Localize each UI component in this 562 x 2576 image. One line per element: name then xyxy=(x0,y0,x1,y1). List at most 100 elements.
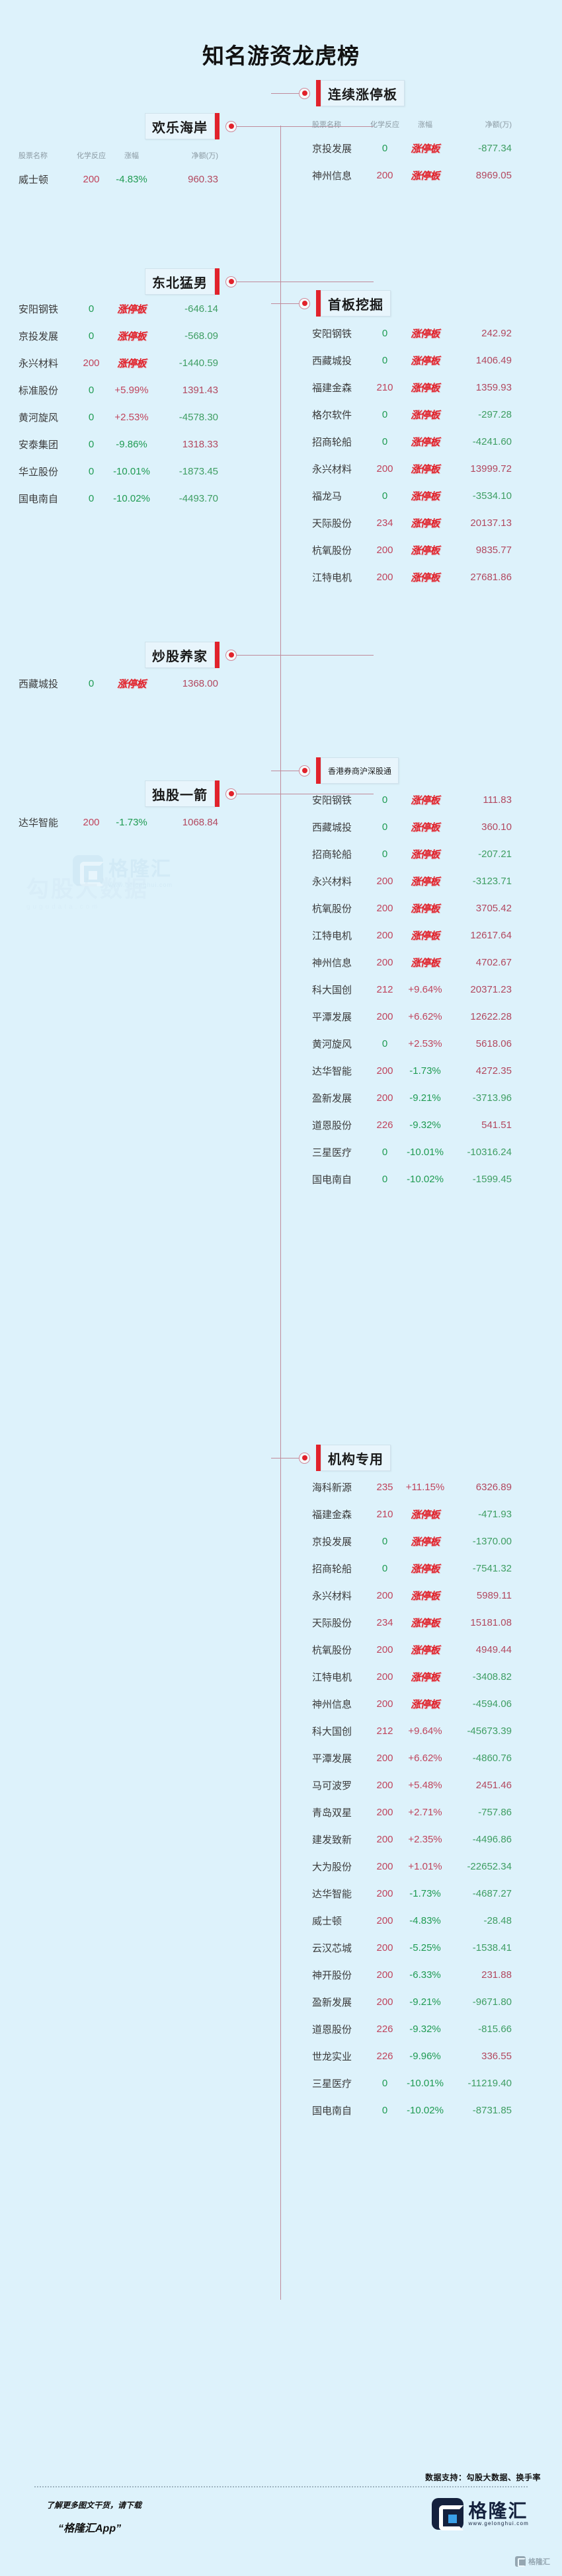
table-row[interactable]: 天际股份 234 涨停板 20137.13 xyxy=(312,515,517,531)
table-row[interactable]: 安泰集团 0 -9.86% 1318.33 xyxy=(19,436,223,453)
table-row[interactable]: 海科新源 235 +11.15% 6326.89 xyxy=(312,1479,517,1496)
table-row[interactable]: 三星医疗 0 -10.01% -10316.24 xyxy=(312,1144,517,1160)
table-row[interactable]: 盈新发展 200 -9.21% -9671.80 xyxy=(312,1994,517,2010)
table-row[interactable]: 华立股份 0 -10.01% -1873.45 xyxy=(19,463,223,480)
section-chip-连续涨停板[interactable]: 连续涨停板 xyxy=(271,79,405,107)
table-row[interactable]: 京投发展 0 涨停板 -1370.00 xyxy=(312,1533,517,1550)
cell-chem: 200 xyxy=(376,876,393,887)
table-row[interactable]: 盈新发展 200 -9.21% -3713.96 xyxy=(312,1090,517,1106)
section-chip-炒股养家[interactable]: 炒股养家 xyxy=(145,641,374,669)
cell-chem: 200 xyxy=(83,358,100,369)
cell-stock-name: 道恩股份 xyxy=(312,2024,352,2035)
table-row[interactable]: 永兴材料 200 涨停板 -3123.71 xyxy=(312,873,517,890)
table-row[interactable]: 国电南自 0 -10.02% -1599.45 xyxy=(312,1171,517,1188)
table-row[interactable]: 三星医疗 0 -10.01% -11219.40 xyxy=(312,2075,517,2092)
table-row[interactable]: 云汉芯城 200 -5.25% -1538.41 xyxy=(312,1940,517,1956)
table-row[interactable]: 永兴材料 200 涨停板 -1440.59 xyxy=(19,355,223,371)
table-row[interactable]: 达华智能 200 -1.73% 4272.35 xyxy=(312,1063,517,1079)
table-row[interactable]: 马可波罗 200 +5.48% 2451.46 xyxy=(312,1777,517,1794)
red-bar-icon xyxy=(215,642,220,668)
limit-up-badge: 涨停板 xyxy=(411,1509,440,1521)
table-row[interactable]: 京投发展 0 涨停板 -568.09 xyxy=(19,328,223,344)
section-chip-欢乐海岸[interactable]: 欢乐海岸 xyxy=(145,112,374,140)
cell-chem: 200 xyxy=(376,1915,393,1926)
cell-stock-name: 国电南自 xyxy=(312,2105,352,2117)
corner-brand-text: 格隆汇 xyxy=(528,2558,550,2566)
cell-chem: 0 xyxy=(381,1038,388,1049)
table-row[interactable]: 西藏城投 0 涨停板 1368.00 xyxy=(19,675,223,692)
section-chip-机构专用[interactable]: 机构专用 xyxy=(271,1444,391,1472)
cell-net-amount: -1873.45 xyxy=(179,466,218,477)
red-bar-icon xyxy=(215,113,220,139)
cell-net-amount: 960.33 xyxy=(188,174,218,185)
bullet-dot-icon xyxy=(225,276,237,287)
section-label-box: 欢乐海岸 xyxy=(145,113,215,139)
table-row[interactable]: 威士顿 200 -4.83% 960.33 xyxy=(19,171,223,188)
cell-net-amount: -3534.10 xyxy=(472,490,512,502)
col-header-change: 涨幅 xyxy=(124,151,139,160)
table-row[interactable]: 达华智能 200 -1.73% -4687.27 xyxy=(312,1885,517,1902)
table-row[interactable]: 神州信息 200 涨停板 8969.05 xyxy=(312,167,517,184)
section-chip-独股一箭[interactable]: 独股一箭 xyxy=(145,780,374,808)
table-row[interactable]: 安阳钢铁 0 涨停板 242.92 xyxy=(312,325,517,342)
table-row[interactable]: 天际股份 234 涨停板 15181.08 xyxy=(312,1614,517,1631)
table-row[interactable]: 杭氧股份 200 涨停板 3705.42 xyxy=(312,900,517,917)
table-row[interactable]: 大为股份 200 +1.01% -22652.34 xyxy=(312,1858,517,1875)
table-row[interactable]: 福建金森 210 涨停板 1359.93 xyxy=(312,379,517,396)
table-row[interactable]: 道恩股份 226 -9.32% -815.66 xyxy=(312,2021,517,2037)
table-row[interactable]: 科大国创 212 +9.64% -45673.39 xyxy=(312,1723,517,1739)
table-row[interactable]: 杭氧股份 200 涨停板 9835.77 xyxy=(312,542,517,558)
table-row[interactable]: 福建金森 210 涨停板 -471.93 xyxy=(312,1506,517,1523)
cell-stock-name: 招商轮船 xyxy=(312,1564,352,1575)
table-row[interactable]: 福龙马 0 涨停板 -3534.10 xyxy=(312,488,517,504)
section-chip-首板挖掘[interactable]: 首板挖掘 xyxy=(271,289,391,317)
table-row[interactable]: 永兴材料 200 涨停板 5989.11 xyxy=(312,1587,517,1604)
table-row[interactable]: 江特电机 200 涨停板 -3408.82 xyxy=(312,1669,517,1685)
table-row[interactable]: 西藏城投 0 涨停板 1406.49 xyxy=(312,352,517,369)
table-row[interactable]: 达华智能 200 -1.73% 1068.84 xyxy=(19,814,223,831)
limit-up-badge: 涨停板 xyxy=(411,1536,440,1548)
table-row[interactable]: 神州信息 200 涨停板 -4594.06 xyxy=(312,1696,517,1712)
cell-net-amount: 231.88 xyxy=(481,1969,512,1981)
table-row[interactable]: 江特电机 200 涨停板 27681.86 xyxy=(312,569,517,586)
table-row[interactable]: 招商轮船 0 涨停板 -7541.32 xyxy=(312,1560,517,1577)
bullet-dot-icon xyxy=(299,1452,310,1464)
cell-net-amount: 1068.84 xyxy=(182,817,218,828)
table-row[interactable]: 格尔软件 0 涨停板 -297.28 xyxy=(312,406,517,423)
table-row[interactable]: 永兴材料 200 涨停板 13999.72 xyxy=(312,461,517,477)
table-row[interactable]: 国电南自 0 -10.02% -8731.85 xyxy=(312,2102,517,2119)
table-row[interactable]: 黄河旋风 0 +2.53% 5618.06 xyxy=(312,1036,517,1052)
table-row[interactable]: 安阳钢铁 0 涨停板 -646.14 xyxy=(19,301,223,317)
table-row[interactable]: 京投发展 0 涨停板 -877.34 xyxy=(312,140,517,157)
section-chip-香港券商沪深股通[interactable]: 香港券商沪深股通 xyxy=(271,757,399,784)
section-chip-东北猛男[interactable]: 东北猛男 xyxy=(145,268,374,295)
cell-change: +2.53% xyxy=(114,412,149,423)
table-row[interactable]: 世龙实业 226 -9.96% 336.55 xyxy=(312,2048,517,2065)
table-row[interactable]: 神开股份 200 -6.33% 231.88 xyxy=(312,1967,517,1983)
cell-chem: 0 xyxy=(381,143,388,154)
table-row[interactable]: 国电南自 0 -10.02% -4493.70 xyxy=(19,490,223,507)
table-row[interactable]: 招商轮船 0 涨停板 -4241.60 xyxy=(312,434,517,450)
gelonghui-logo-icon xyxy=(73,855,104,886)
table-row[interactable]: 威士顿 200 -4.83% -28.48 xyxy=(312,1913,517,1929)
table-row[interactable]: 标准股份 0 +5.99% 1391.43 xyxy=(19,382,223,398)
table-row[interactable]: 建发致新 200 +2.35% -4496.86 xyxy=(312,1831,517,1848)
table-row[interactable]: 黄河旋风 0 +2.53% -4578.30 xyxy=(19,409,223,426)
cell-net-amount: 27681.86 xyxy=(470,572,512,583)
table-row[interactable]: 科大国创 212 +9.64% 20371.23 xyxy=(312,981,517,998)
limit-up-badge: 涨停板 xyxy=(411,356,440,367)
table-row[interactable]: 招商轮船 0 涨停板 -207.21 xyxy=(312,846,517,862)
table-row[interactable]: 平潭发展 200 +6.62% -4860.76 xyxy=(312,1750,517,1766)
cell-net-amount: 8969.05 xyxy=(475,170,512,181)
table-row[interactable]: 江特电机 200 涨停板 12617.64 xyxy=(312,927,517,944)
table-row[interactable]: 杭氧股份 200 涨停板 4949.44 xyxy=(312,1642,517,1658)
table-row[interactable]: 青岛双星 200 +2.71% -757.86 xyxy=(312,1804,517,1821)
table-row[interactable]: 道恩股份 226 -9.32% 541.51 xyxy=(312,1117,517,1133)
table-row[interactable]: 神州信息 200 涨停板 4702.67 xyxy=(312,954,517,971)
cell-net-amount: 4949.44 xyxy=(475,1644,512,1655)
table-row[interactable]: 平潭发展 200 +6.62% 12622.28 xyxy=(312,1008,517,1025)
table-row[interactable]: 安阳钢铁 0 涨停板 111.83 xyxy=(312,792,517,808)
cell-chem: 0 xyxy=(381,355,388,366)
table-row[interactable]: 西藏城投 0 涨停板 360.10 xyxy=(312,819,517,835)
cell-stock-name: 黄河旋风 xyxy=(19,412,59,424)
